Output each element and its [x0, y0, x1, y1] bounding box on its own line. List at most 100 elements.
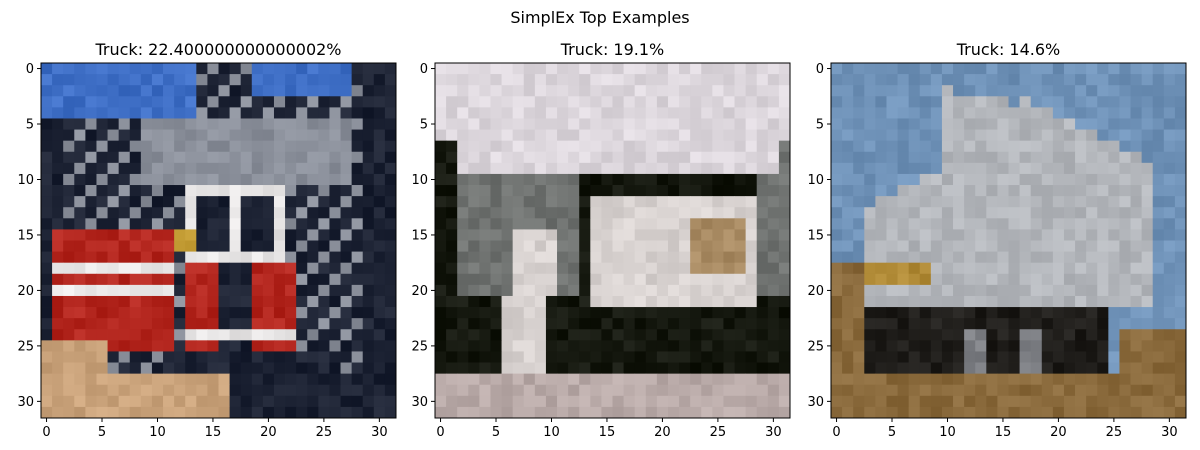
image-pixel	[373, 96, 386, 108]
image-pixel	[853, 129, 865, 142]
image-pixel	[435, 406, 447, 419]
x-tick-label: 15	[599, 425, 616, 440]
image-pixel	[185, 196, 197, 208]
image-pixel	[523, 63, 536, 75]
image-pixel	[63, 240, 75, 252]
image-pixel	[1052, 329, 1065, 341]
image-pixel	[501, 107, 514, 119]
image-pixel	[579, 262, 591, 275]
image-pixel	[52, 262, 64, 275]
image-pixel	[997, 173, 1009, 186]
image-pixel	[329, 118, 341, 130]
image-pixel	[645, 96, 658, 108]
image-pixel	[373, 395, 386, 408]
image-pixel	[1008, 362, 1020, 375]
image-pixel	[1152, 85, 1165, 97]
image-pixel	[853, 284, 865, 297]
image-pixel	[41, 196, 53, 208]
image-pixel	[612, 284, 624, 297]
image-pixel	[679, 218, 691, 230]
image-pixel	[151, 307, 164, 319]
image-pixel	[1108, 96, 1120, 108]
image-pixel	[523, 340, 536, 352]
image-pixel	[579, 406, 591, 419]
image-pixel	[185, 351, 197, 363]
image-pixel	[262, 185, 275, 197]
image-pixel	[285, 351, 297, 363]
image-pixel	[446, 85, 458, 97]
image-pixel	[362, 85, 375, 97]
image-pixel	[1174, 340, 1187, 352]
image-pixel	[953, 273, 965, 286]
image-pixel	[1174, 63, 1187, 75]
image-pixel	[756, 151, 769, 164]
image-pixel	[667, 173, 680, 186]
image-pixel	[41, 395, 53, 408]
image-pixel	[174, 240, 186, 252]
image-pixel	[1008, 129, 1020, 142]
image-pixel	[207, 395, 219, 408]
image-pixel	[140, 362, 153, 375]
image-pixel	[767, 307, 780, 319]
image-pixel	[1130, 395, 1143, 408]
image-pixel	[1108, 307, 1120, 319]
image-pixel	[690, 384, 702, 397]
image-pixel	[52, 273, 64, 286]
image-pixel	[964, 373, 976, 386]
image-pixel	[351, 262, 364, 275]
image-pixel	[897, 151, 910, 164]
image-pixel	[634, 107, 647, 119]
image-pixel	[1086, 318, 1098, 330]
image-pixel	[52, 107, 64, 119]
image-pixel	[273, 107, 286, 119]
x-tick-label: 0	[832, 425, 840, 440]
image-pixel	[590, 395, 602, 408]
image-pixel	[745, 162, 758, 175]
image-pixel	[667, 240, 680, 252]
image-pixel	[63, 384, 75, 397]
image-pixel	[634, 74, 647, 86]
image-pixel	[853, 273, 865, 286]
image-pixel	[435, 318, 447, 330]
image-pixel	[831, 151, 843, 164]
image-pixel	[568, 185, 580, 197]
image-pixel	[745, 351, 758, 363]
image-pixel	[1008, 262, 1020, 275]
image-pixel	[240, 362, 253, 375]
image-pixel	[953, 340, 965, 352]
image-pixel	[723, 373, 735, 386]
image-pixel	[1174, 262, 1187, 275]
image-pixel	[601, 207, 613, 219]
image-pixel	[307, 318, 319, 330]
image-pixel	[479, 74, 491, 86]
image-pixel	[734, 373, 747, 386]
image-pixel	[842, 295, 854, 308]
image-pixel	[185, 74, 197, 86]
image-pixel	[557, 251, 569, 264]
image-pixel	[545, 85, 558, 97]
image-pixel	[340, 329, 353, 341]
image-pixel	[897, 196, 910, 208]
image-pixel	[273, 218, 286, 230]
image-pixel	[568, 406, 580, 419]
image-pixel	[512, 229, 525, 241]
image-pixel	[1052, 140, 1065, 153]
image-pixel	[362, 240, 375, 252]
image-pixel	[579, 85, 591, 97]
image-pixel	[296, 196, 308, 208]
image-pixel	[568, 196, 580, 208]
image-pixel	[74, 295, 86, 308]
image-pixel	[490, 295, 502, 308]
x-tick-label: 30	[371, 425, 388, 440]
image-pixel	[52, 162, 64, 175]
image-pixel	[74, 173, 86, 186]
image-pixel	[41, 63, 53, 75]
image-pixel	[778, 74, 791, 86]
image-pixel	[875, 118, 887, 130]
image-pixel	[307, 262, 319, 275]
image-pixel	[842, 273, 854, 286]
image-pixel	[41, 273, 53, 286]
image-pixel	[512, 362, 525, 375]
image-pixel	[568, 351, 580, 363]
image-pixel	[623, 185, 636, 197]
